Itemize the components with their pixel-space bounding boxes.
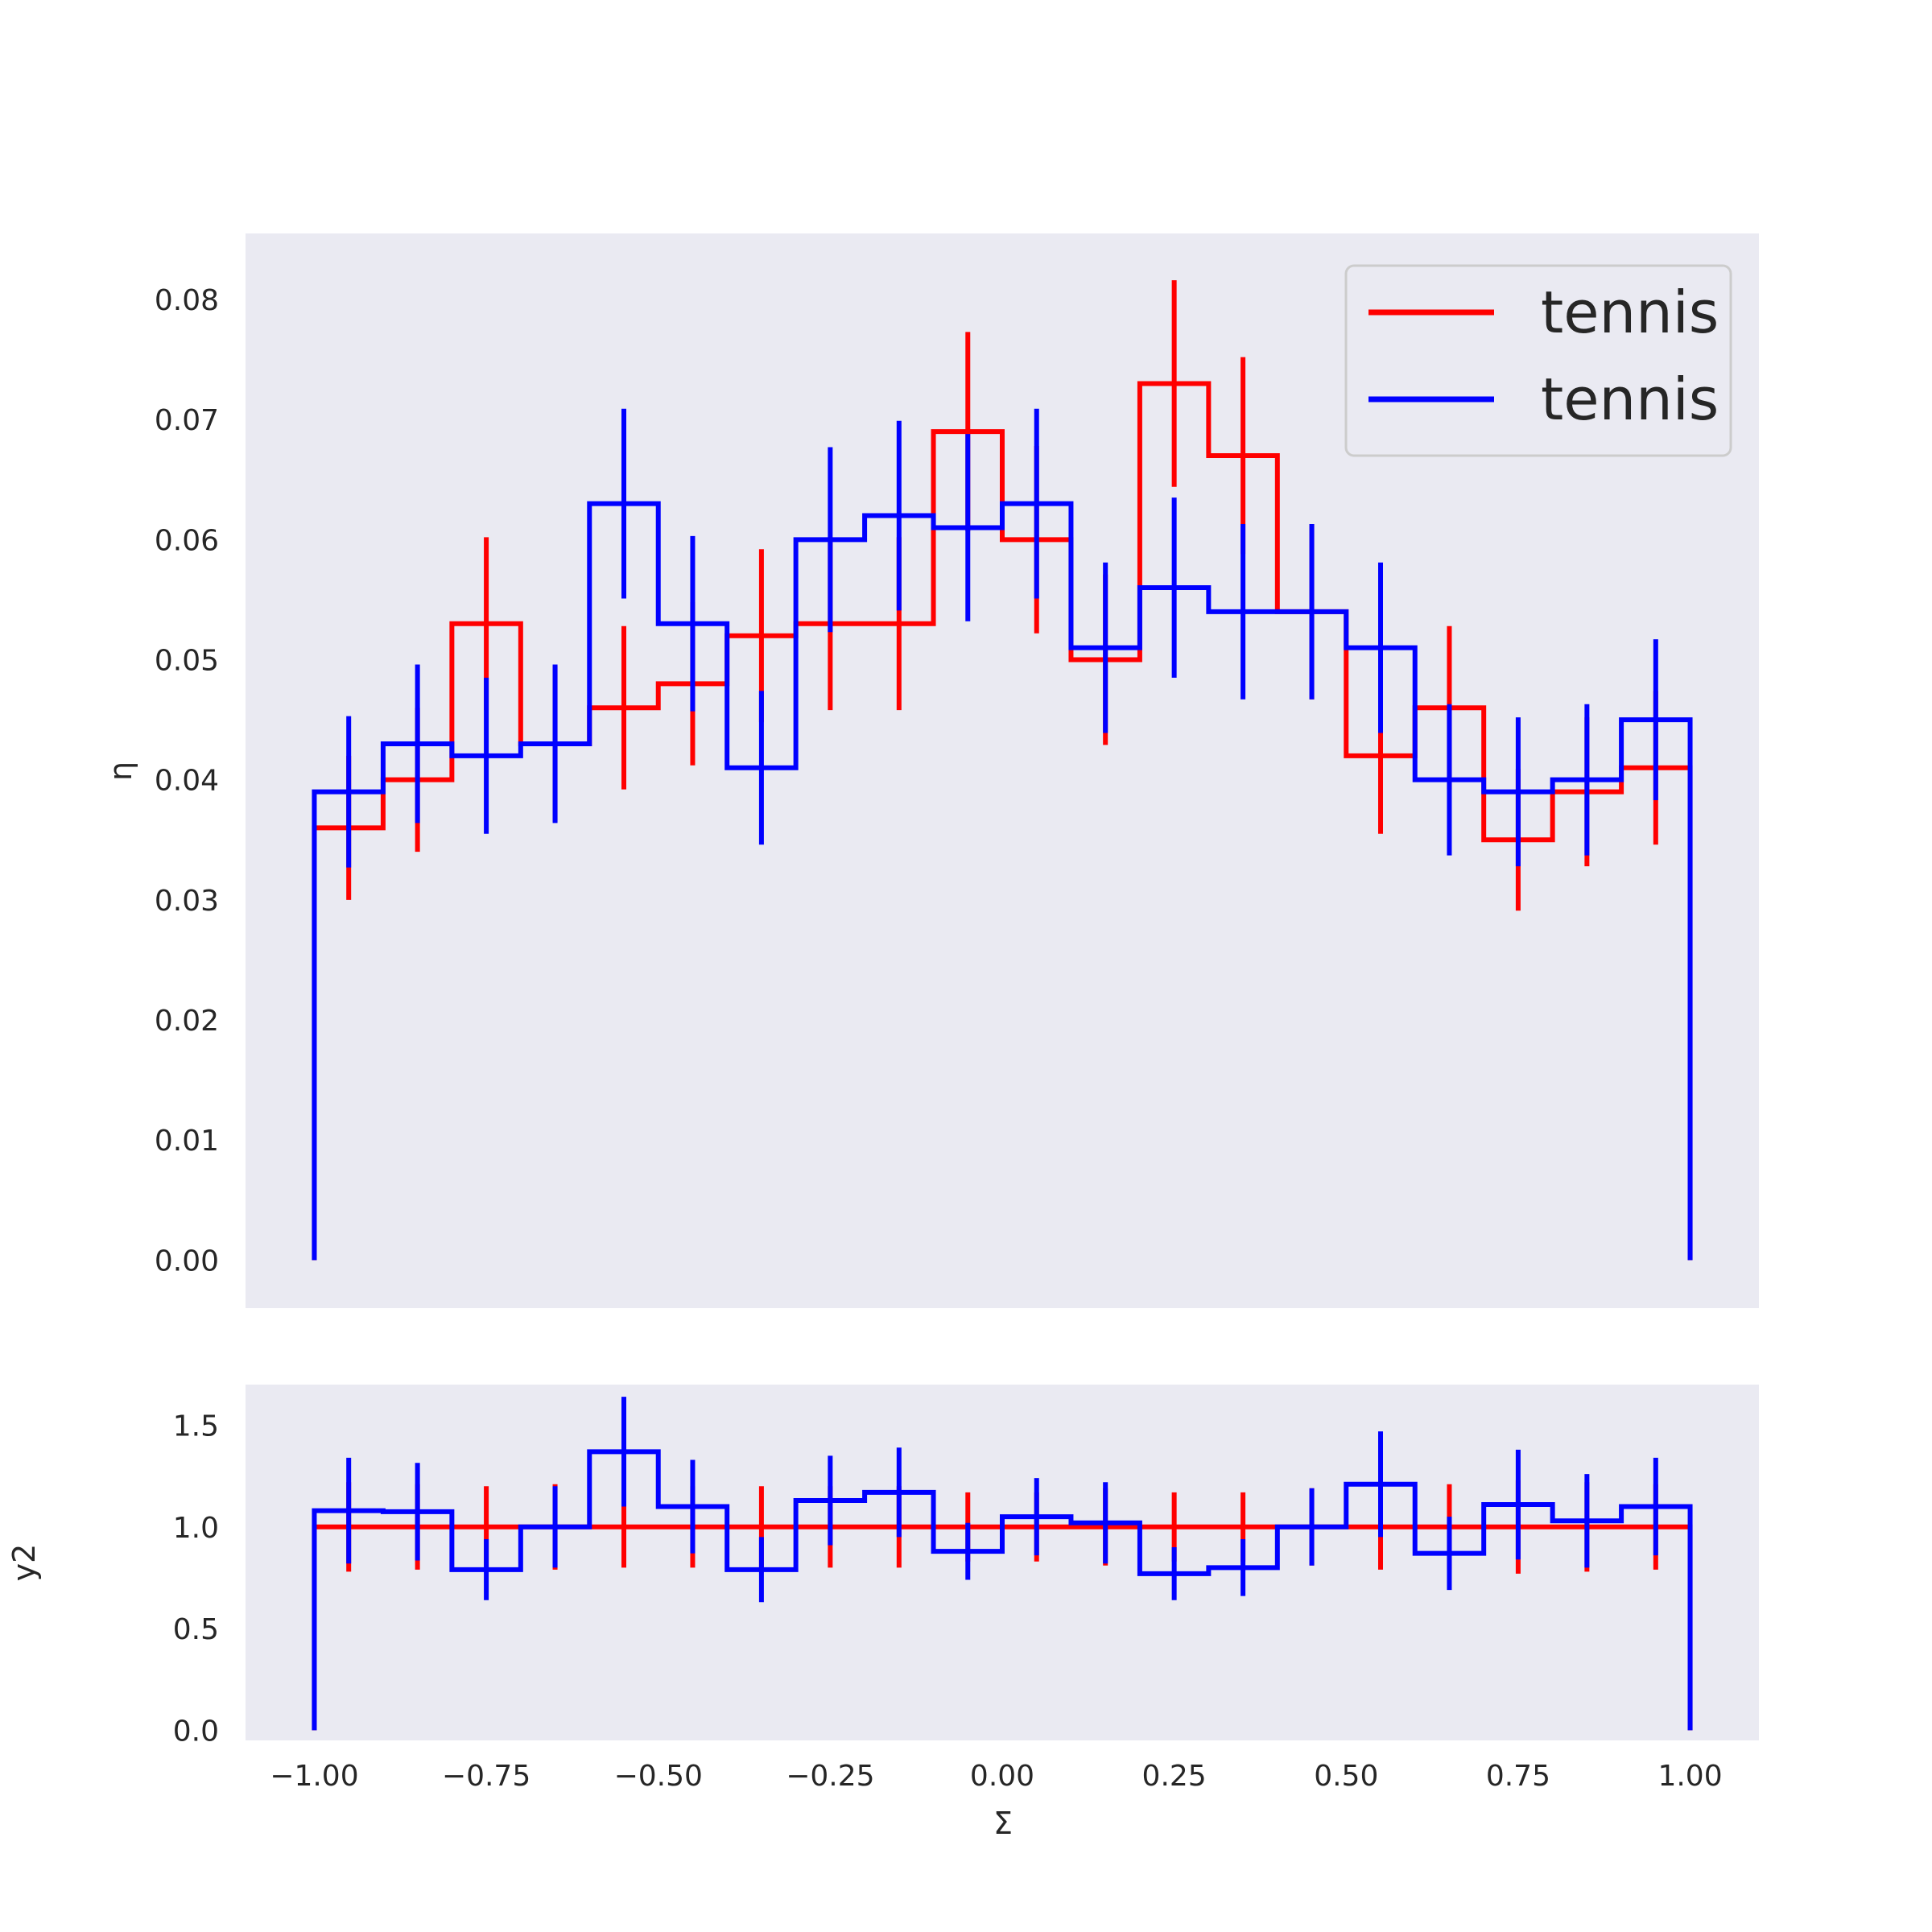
x-tick-label: −0.25 — [786, 1760, 874, 1793]
ratio-y-tick-label: 1.0 — [173, 1512, 219, 1545]
main-y-tick-label: 0.07 — [155, 404, 219, 437]
ratio-y-axis-label: y2 — [6, 1544, 42, 1582]
main-y-tick-label: 0.05 — [155, 645, 219, 678]
ratio-y-tick-label: 0.0 — [173, 1715, 219, 1748]
x-tick-label: 1.00 — [1657, 1760, 1722, 1793]
x-tick-label: −0.75 — [442, 1760, 530, 1793]
x-tick-label: −1.00 — [270, 1760, 358, 1793]
ratio-panel: 0.0 0.5 1.0 1.5 −1.00 −0.75 −0.50 −0.25 0.00 0.25… — [173, 1397, 1723, 1793]
ratio-y-tick-label: 0.5 — [173, 1613, 219, 1646]
legend-label-series-2: tennis — [1541, 365, 1719, 433]
x-tick-label: 0.00 — [970, 1760, 1034, 1793]
main-series-1-step-line — [312, 381, 1693, 1261]
main-panel: 0.00 0.01 0.02 0.03 0.04 0.05 0.06 0.07 0.08 — [155, 280, 1693, 1278]
main-y-tick-label: 0.08 — [155, 284, 219, 317]
ratio-series-2-step-line — [312, 1449, 1693, 1731]
main-y-tick-label: 0.04 — [155, 765, 219, 798]
ratio-y-tick-label: 1.5 — [173, 1410, 219, 1443]
main-y-tick-label: 0.01 — [155, 1125, 219, 1158]
x-tick-label: −0.50 — [614, 1760, 703, 1793]
x-tick-label: 0.25 — [1142, 1760, 1207, 1793]
main-y-tick-label: 0.00 — [155, 1245, 219, 1278]
main-y-tick-label: 0.06 — [155, 524, 219, 557]
legend-label-series-1: tennis — [1541, 279, 1719, 346]
main-series-2-step-line — [312, 501, 1693, 1261]
x-tick-label: 0.75 — [1486, 1760, 1550, 1793]
main-y-tick-label: 0.02 — [155, 1005, 219, 1038]
main-y-axis-label: η — [103, 762, 138, 781]
ratio-plot-background — [246, 1385, 1759, 1740]
x-axis-label: Σ — [993, 1806, 1013, 1841]
x-tick-label: 0.50 — [1314, 1760, 1378, 1793]
legend: tennis tennis — [1344, 264, 1732, 457]
main-y-tick-label: 0.03 — [155, 885, 219, 918]
